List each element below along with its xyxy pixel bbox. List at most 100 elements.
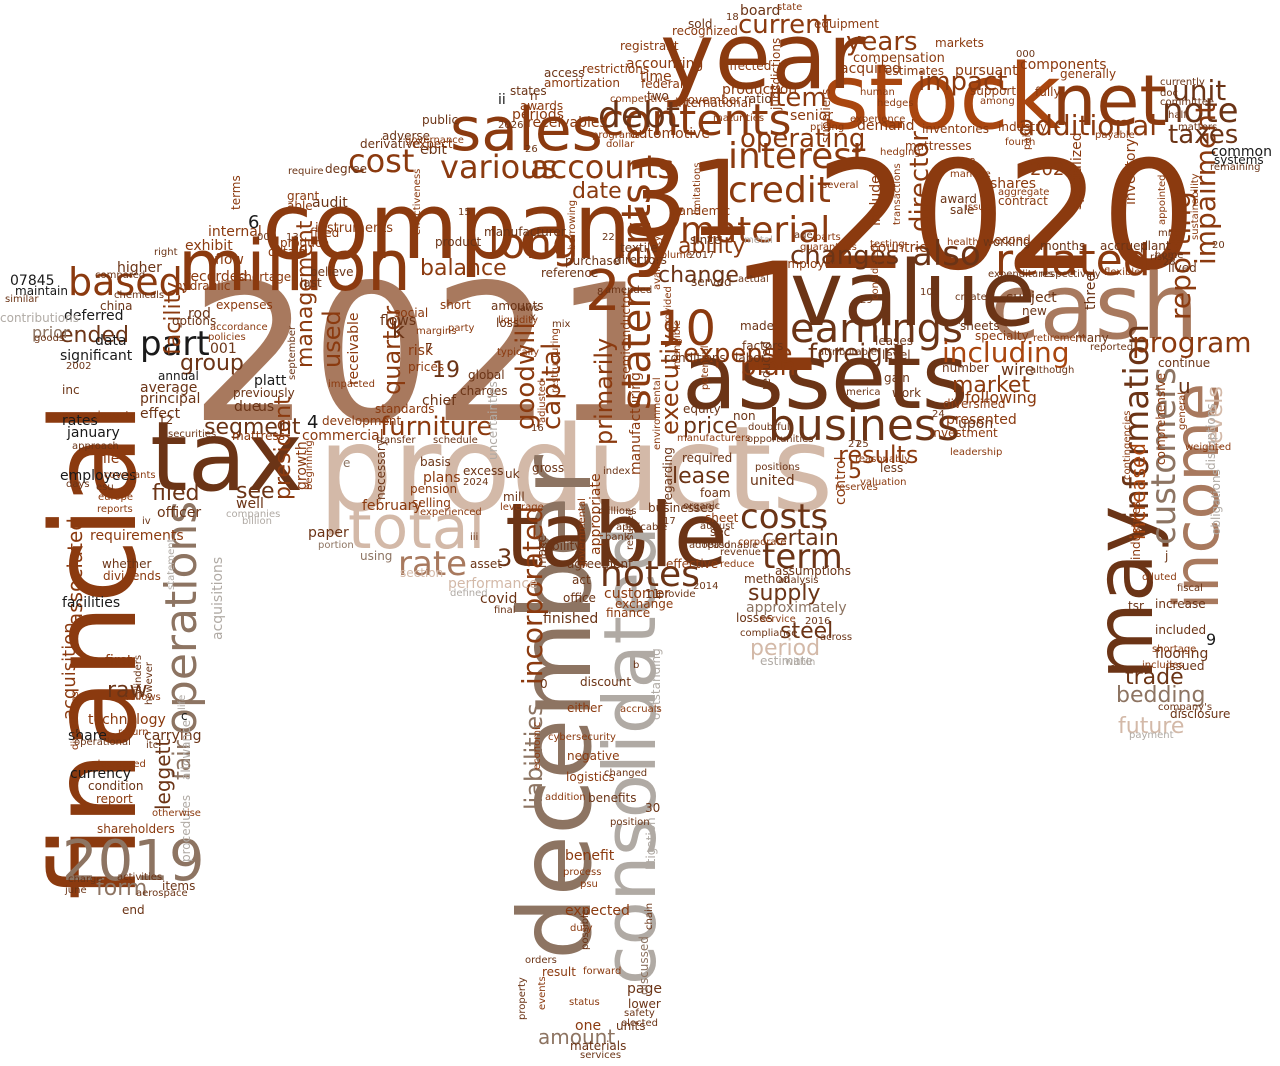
word-business: business [768, 400, 960, 451]
word-goodwill: goodwill [511, 322, 541, 430]
word-facilities: facilities [62, 595, 120, 611]
word-tax: tax [150, 401, 303, 513]
word-rod: rod [188, 306, 211, 322]
word-time: time [640, 69, 672, 85]
word-limitations: limitations [692, 163, 703, 216]
word-jurisdictions: jurisdictions [769, 38, 783, 111]
word-share: share [68, 728, 107, 744]
word-hydraulic: hydraulic [175, 279, 230, 293]
word-among: among [980, 96, 1015, 107]
word-statement: statement [166, 538, 177, 590]
word-sheet: sheet [705, 511, 739, 525]
word-august: august [700, 521, 734, 532]
word-fully: fully [1035, 85, 1061, 99]
word-requirements: requirements [90, 528, 184, 544]
word-diluted: diluted [1142, 572, 1177, 583]
word-2016: 2016 [805, 616, 830, 627]
word-contents: contents [600, 95, 791, 146]
word-provided: provided [663, 286, 674, 330]
word-shortage: shortage [1152, 644, 1196, 655]
word-materials: materials [570, 1039, 626, 1053]
word-table: table [505, 484, 728, 587]
word-fourth: fourth [1005, 137, 1035, 148]
word-products: products [318, 400, 833, 538]
word-human: human [860, 87, 895, 98]
word-millions: millions [598, 506, 637, 517]
word-continue: continue [1158, 356, 1210, 370]
word-upon: upon [958, 416, 993, 432]
word-raw: raw [107, 678, 148, 703]
word-levels: levels [1203, 386, 1228, 450]
word-shortages: shortages [238, 270, 297, 284]
word-total: total [348, 493, 485, 563]
word-hedges: hedges [877, 98, 914, 109]
word-activities: activities [117, 872, 162, 883]
word-economic: economic [532, 722, 543, 770]
word-several: several [822, 180, 858, 191]
word-discussed: discussed [637, 936, 651, 995]
word-reporting: reporting [1164, 191, 1197, 320]
word-subject: subject [1006, 290, 1057, 306]
word-including: including [942, 336, 1070, 369]
word-contributions: contributions [0, 311, 79, 325]
word-18: 18 [726, 12, 739, 23]
word-income: income [1160, 383, 1233, 610]
word-used: used [318, 310, 346, 368]
word-components: components [1020, 57, 1107, 73]
word-assumptions: assumptions [775, 564, 851, 578]
word-months: months [1040, 239, 1085, 253]
word-increased: increased [1126, 443, 1150, 540]
word-28: 28 [1163, 257, 1176, 268]
word-cash: cash [990, 255, 1199, 360]
word-leases: leases [875, 334, 913, 348]
word-january: january [66, 425, 120, 441]
word-value: value [790, 242, 1036, 347]
word-excess: excess [463, 464, 504, 478]
word-previously: previously [233, 386, 295, 400]
word-committee: committee [1160, 97, 1214, 108]
word-allowance: allowance [179, 720, 193, 780]
word-two: two [647, 89, 669, 103]
word-prices: prices [408, 360, 444, 374]
word-specialty: specialty [975, 329, 1029, 343]
word-2020: 2020 [815, 130, 1197, 304]
word-experienced: experienced [420, 507, 482, 518]
word-sheets: sheets [960, 319, 1000, 333]
word-believe: believe [310, 265, 354, 279]
word-sustainability: sustainability [1190, 173, 1201, 240]
word-accordance: accordance [210, 322, 268, 333]
word-matters: matters [1178, 122, 1217, 133]
word-100: 100 [920, 287, 939, 298]
word-operations: operations [156, 501, 207, 735]
word-2: 2 [585, 259, 621, 324]
word-derivative: derivative [360, 137, 420, 151]
word-24: 24 [932, 409, 945, 420]
word-whether: whether [102, 557, 151, 571]
word-aggregate: aggregate [998, 187, 1049, 198]
word-expenditures: expenditures [988, 269, 1053, 280]
word-industries: industries [1129, 501, 1143, 560]
word-plan: plan [740, 352, 796, 382]
word-sold: sold [688, 17, 713, 31]
word-included: included [1155, 623, 1206, 637]
word-program: program [1132, 326, 1252, 359]
word-29: 29 [860, 295, 873, 306]
word-contingencies: contingencies [1122, 411, 1133, 480]
word-notes: notes [600, 554, 700, 595]
word-hedging: hedging [880, 147, 921, 158]
word-companies: companies [226, 509, 280, 520]
word-purchase: purchase [565, 254, 620, 268]
word-adequate: adequate [88, 410, 136, 421]
word-changed: changed [604, 768, 647, 779]
word-reference: reference [541, 266, 598, 280]
word-interest: interest [728, 136, 866, 177]
word-produce: produce [280, 236, 329, 250]
word-furniture: furniture [380, 412, 492, 442]
word-chief: chief [422, 393, 457, 409]
word-fixed: fixed [310, 226, 339, 240]
word-benefit: benefit [565, 848, 615, 864]
word-prior: prior [32, 323, 70, 342]
word-2017: 2017 [689, 250, 714, 261]
word-section: section [400, 566, 443, 580]
word-assets: assets [682, 325, 968, 430]
